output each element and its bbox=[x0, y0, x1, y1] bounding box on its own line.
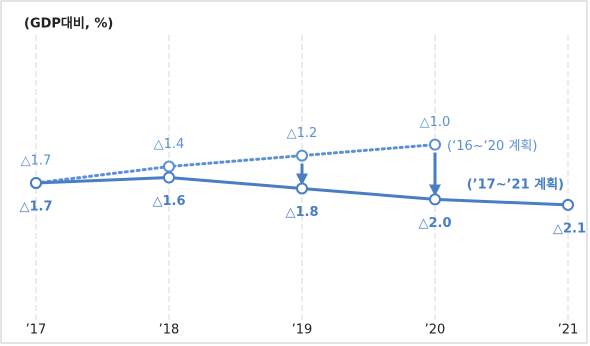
value-label: △1.0 bbox=[420, 115, 451, 130]
point bbox=[163, 160, 175, 173]
x-tick-label: ’17 bbox=[26, 323, 47, 338]
x-tick-label: ’19 bbox=[292, 323, 313, 338]
point bbox=[163, 171, 175, 184]
value-label: △2.0 bbox=[418, 216, 451, 231]
value-label: △1.8 bbox=[285, 205, 318, 220]
series-name: (‘16~‘20 계획) bbox=[447, 139, 537, 154]
point bbox=[296, 182, 308, 195]
x-tick-label: ’21 bbox=[558, 323, 579, 338]
series-line bbox=[34, 143, 437, 185]
point bbox=[296, 149, 308, 162]
value-label: △1.4 bbox=[154, 137, 185, 152]
point bbox=[30, 176, 42, 189]
value-label: △1.6 bbox=[152, 194, 185, 209]
point bbox=[429, 138, 441, 151]
value-label: △1.2 bbox=[287, 126, 318, 141]
x-tick-label: ’18 bbox=[159, 323, 180, 338]
series-name: (’17~’21 계획) bbox=[467, 176, 564, 192]
point bbox=[429, 193, 441, 206]
value-label: △1.7 bbox=[21, 153, 52, 168]
value-label: △1.7 bbox=[19, 199, 52, 214]
point bbox=[562, 198, 574, 211]
x-tick-label: ’20 bbox=[425, 323, 446, 338]
value-label: △2.1 bbox=[553, 221, 586, 236]
unit-label: (GDP대비, %) bbox=[24, 17, 113, 32]
